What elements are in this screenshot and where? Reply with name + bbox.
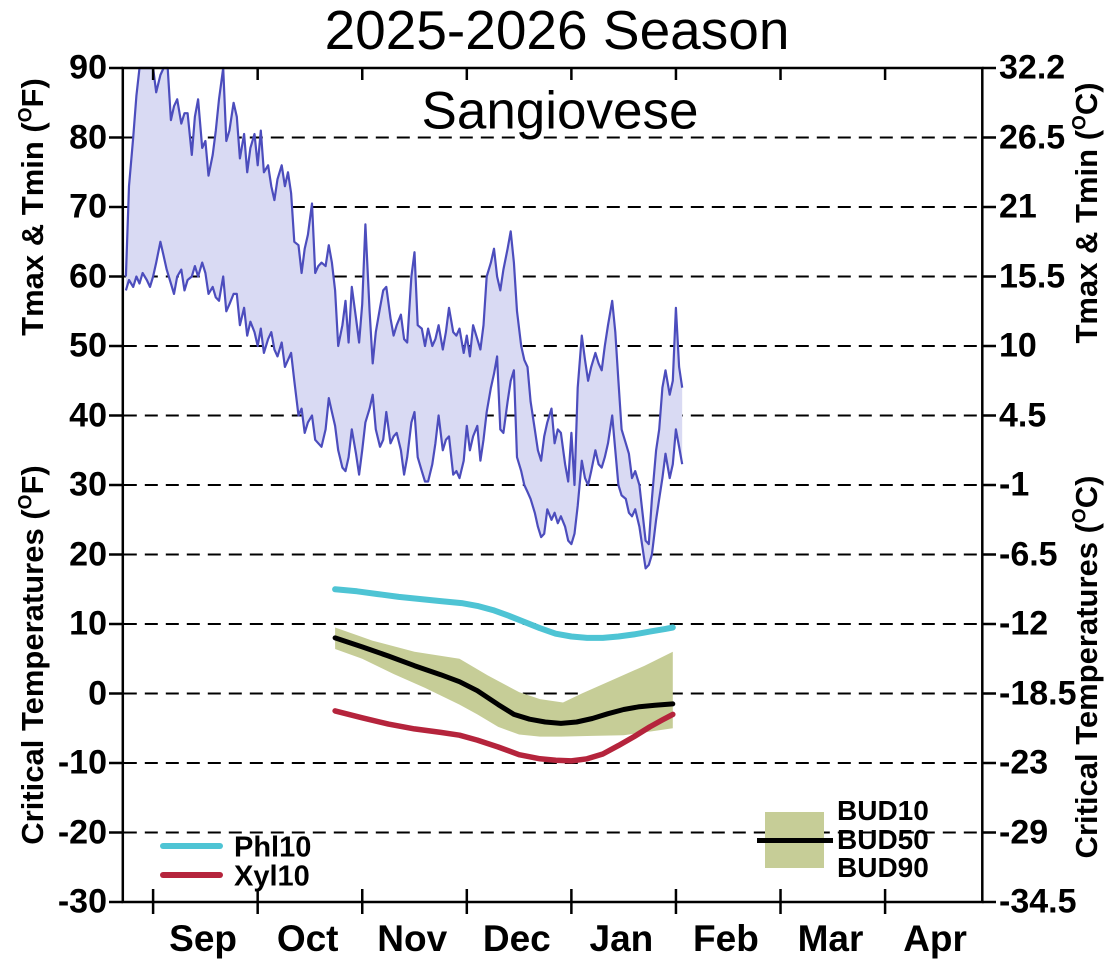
left-axis-tick-label-50: 50	[69, 326, 107, 365]
xyl10-legend-label: Xyl10	[234, 860, 310, 893]
left-axis-tick-label-20: 20	[69, 535, 107, 573]
xyl10-legend-swatch	[160, 872, 223, 878]
tmax-tmin-band	[125, 68, 683, 569]
month-label-feb: Feb	[693, 918, 759, 959]
right-axis-title-tmax-tmin: Tmax & Tmin (OC)	[1069, 82, 1104, 344]
page-title: 2025-2026 Season	[324, 0, 790, 61]
month-label-nov: Nov	[377, 918, 448, 959]
month-label-mar: Mar	[797, 918, 864, 959]
left-axis-tick-label-10: 10	[69, 604, 107, 643]
bud50-legend-swatch	[757, 838, 833, 843]
left-axis-tick-label-40: 40	[69, 396, 107, 434]
right-axis-tick-label-21: 21	[999, 187, 1037, 226]
bud10-bud90-band	[335, 627, 673, 737]
bud50-line	[332, 635, 676, 726]
right-axis-tick-label--23: -23	[999, 743, 1049, 782]
left-axis-tick-label-90: 90	[69, 48, 107, 87]
left-axis-tick-label-30: 30	[69, 465, 107, 504]
right-axis-tick-label-26.5: 26.5	[999, 118, 1066, 156]
left-axis-tick-label-0: 0	[88, 674, 107, 712]
month-label-jan: Jan	[589, 918, 654, 959]
right-axis-tick-label--6.5: -6.5	[999, 535, 1058, 573]
bud90-legend-label: BUD90	[837, 852, 929, 883]
right-axis-tick-label--12: -12	[999, 604, 1049, 643]
xyl10-line	[332, 708, 676, 764]
right-axis-tick-label-4.5: 4.5	[999, 396, 1047, 434]
left-axis-tick-label--20: -20	[57, 813, 107, 851]
phl10-legend-label: Phl10	[234, 831, 312, 864]
left-axis-tick-label-70: 70	[69, 187, 107, 226]
bud50-legend-label: BUD50	[837, 824, 929, 855]
left-axis-title-critical-temps: Critical Temperatures (OF)	[15, 465, 50, 845]
right-axis-title-critical-temps: Critical Temperatures (OC)	[1069, 475, 1104, 859]
right-axis-tick-label--18.5: -18.5	[999, 674, 1077, 712]
right-axis-tick-label-32.2: 32.2	[999, 48, 1066, 87]
right-axis-tick-label--34.5: -34.5	[999, 882, 1077, 921]
month-label-oct: Oct	[276, 918, 339, 959]
variety-subtitle: Sangiovese	[421, 81, 699, 141]
month-label-dec: Dec	[482, 918, 551, 959]
left-axis-tick-label-80: 80	[69, 118, 107, 156]
month-label-sep: Sep	[169, 918, 238, 959]
bud10-legend-label: BUD10	[837, 795, 929, 826]
left-axis-tick-label--10: -10	[57, 743, 107, 782]
right-axis-tick-label-15.5: 15.5	[999, 257, 1066, 295]
left-axis-tick-label--30: -30	[57, 882, 107, 921]
right-axis-tick-label--29: -29	[999, 813, 1049, 851]
tmin-line	[124, 240, 684, 570]
left-axis-tick-label-60: 60	[69, 257, 107, 295]
phl10-legend-swatch	[160, 843, 223, 849]
right-axis-tick-label-10: 10	[999, 326, 1037, 365]
phl10-line	[332, 586, 676, 641]
tmax-line	[124, 66, 684, 546]
right-axis-tick-label--1: -1	[999, 465, 1030, 504]
month-label-apr: Apr	[903, 918, 967, 959]
